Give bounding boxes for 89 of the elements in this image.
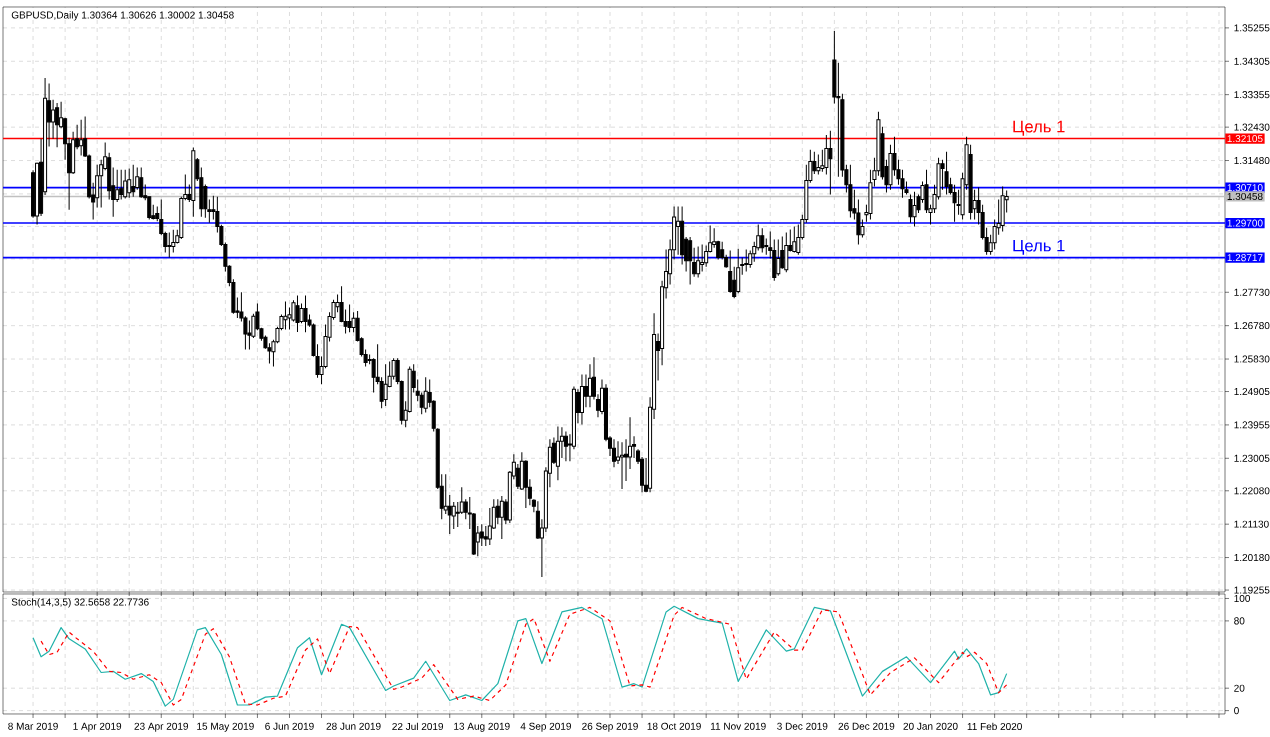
candlestick — [908, 194, 913, 224]
ref-line-label: 1.32105 — [1227, 135, 1263, 143]
y-tick-label: 1.23955 — [1234, 421, 1270, 429]
candlestick — [792, 226, 797, 254]
x-tick-label: 8 Mar 2019 — [8, 722, 58, 730]
candlestick — [283, 300, 288, 331]
candlestick — [563, 430, 568, 462]
y-tick-label: 1.24905 — [1234, 388, 1270, 396]
candlestick — [828, 130, 833, 196]
y-tick-label: 1.26780 — [1234, 322, 1270, 330]
candlestick — [495, 498, 500, 525]
x-tick-label: 26 Dec 2019 — [838, 722, 895, 730]
ref-line-label: 1.30710 — [1227, 184, 1263, 192]
candlestick — [515, 463, 520, 490]
y-tick-label: 1.31480 — [1234, 156, 1270, 165]
x-tick-label: 11 Feb 2020 — [967, 722, 1022, 731]
candlestick — [119, 169, 124, 201]
candlestick — [79, 119, 84, 157]
y-tick-label: 1.20180 — [1234, 554, 1270, 562]
candlestick — [620, 441, 625, 490]
candlestick — [944, 151, 949, 196]
candlestick — [479, 523, 484, 547]
y-tick-label: 1.34305 — [1234, 57, 1270, 65]
candlestick — [423, 376, 428, 413]
y-tick-label: 0 — [1234, 707, 1239, 715]
candlestick — [447, 494, 452, 535]
ref-line-label: 1.30458 — [1227, 192, 1263, 200]
x-tick-label: 4 Sep 2019 — [520, 722, 571, 732]
candlestick — [51, 99, 56, 140]
ref-line-label: 1.28717 — [1227, 254, 1263, 262]
candlestick — [99, 159, 104, 209]
candlestick — [704, 245, 709, 268]
candlestick — [127, 168, 132, 199]
y-tick-label: 1.23005 — [1234, 454, 1270, 462]
chart-title: GBPUSD,Daily 1.30364 1.30626 1.30002 1.30458 — [11, 11, 234, 21]
candlestick — [347, 304, 352, 333]
y-tick-label: 80 — [1234, 617, 1245, 625]
y-tick-label: 1.22080 — [1234, 487, 1270, 495]
x-tick-label: 22 Jul 2019 — [392, 722, 444, 731]
x-tick-label: 18 Oct 2019 — [647, 722, 701, 730]
x-tick-label: 23 Apr 2019 — [134, 722, 189, 732]
candlestick — [483, 525, 488, 547]
candlestick — [419, 391, 424, 415]
y-tick-label: 100 — [1234, 594, 1250, 603]
candlestick — [611, 438, 617, 468]
candlestick — [55, 102, 60, 148]
candlestick — [123, 169, 128, 199]
annotation: Цель 1 — [1013, 120, 1065, 136]
candlestick — [776, 239, 781, 277]
x-tick-label: 13 Aug 2019 — [454, 722, 510, 732]
y-tick-label: 1.35255 — [1234, 24, 1270, 32]
x-tick-label: 1 Apr 2019 — [73, 722, 122, 732]
candlestick — [587, 363, 592, 408]
candlestick — [487, 507, 492, 546]
candlestick — [451, 501, 456, 530]
y-tick-label: 1.25830 — [1234, 355, 1270, 363]
x-tick-label: 6 Jun 2019 — [265, 722, 314, 730]
candlestick — [443, 473, 448, 515]
candlestick — [247, 319, 252, 351]
candlestick — [459, 486, 464, 515]
candlestick — [688, 236, 693, 286]
candlestick — [131, 164, 136, 198]
ref-line-label: 1.29700 — [1227, 219, 1263, 227]
candlestick — [115, 169, 120, 203]
x-tick-label: 3 Dec 2019 — [777, 722, 828, 730]
chart-title: Stoch(14,3,5) 32.5658 22.7736 — [11, 598, 149, 608]
x-tick-label: 20 Jan 2020 — [903, 722, 958, 730]
candlestick — [728, 249, 733, 294]
y-tick-label: 1.21130 — [1234, 520, 1269, 528]
y-tick-label: 20 — [1234, 684, 1245, 692]
candlestick — [816, 154, 821, 176]
x-tick-label: 26 Sep 2019 — [582, 722, 638, 732]
candlestick — [676, 206, 681, 256]
candlestick — [700, 244, 705, 273]
candlestick — [499, 495, 504, 540]
y-tick-label: 1.27730 — [1234, 288, 1270, 296]
candlestick — [912, 191, 917, 228]
x-tick-label: 11 Nov 2019 — [710, 722, 766, 730]
candlestick — [696, 246, 701, 279]
candlestick — [383, 363, 388, 407]
y-tick-label: 1.32430 — [1234, 123, 1270, 131]
x-tick-label: 28 Jun 2019 — [326, 722, 381, 730]
y-tick-label: 1.33355 — [1234, 91, 1270, 99]
candlestick — [167, 232, 172, 258]
x-tick-label: 15 May 2019 — [197, 722, 254, 732]
y-tick-label: 1.19255 — [1234, 586, 1270, 594]
candlestick — [796, 223, 801, 256]
annotation: Цель 1 — [1013, 239, 1065, 255]
candlestick — [299, 303, 304, 324]
